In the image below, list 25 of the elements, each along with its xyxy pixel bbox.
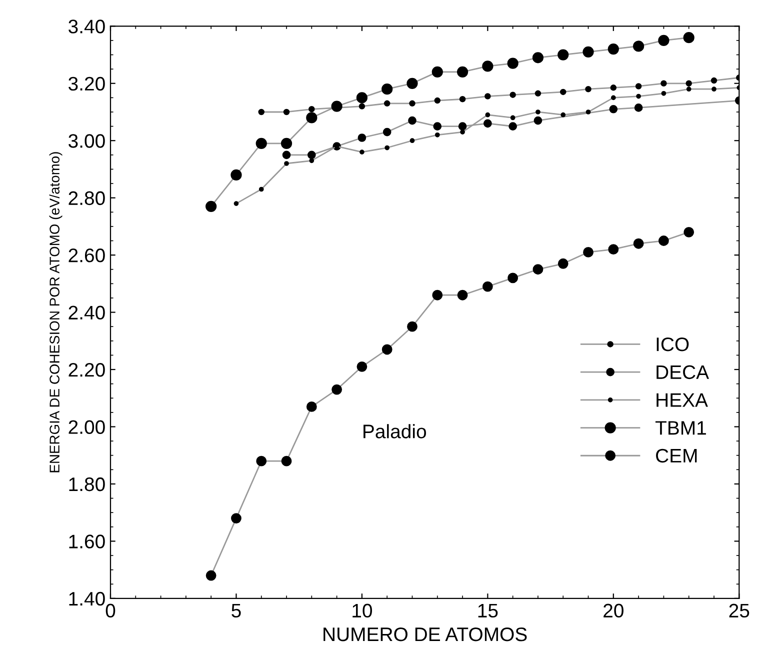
- y-tick-label: 1.40: [69, 592, 105, 606]
- y-axis-title: ENERGIA DE COHESION POR ATOMO (eV/atomo): [49, 152, 62, 472]
- y-tick-label: 3.00: [68, 134, 105, 148]
- y-tick-label: 1.80: [69, 477, 105, 492]
- y-tick-label: 2.00: [68, 420, 105, 434]
- x-tick-label: 15: [478, 604, 498, 618]
- x-tick-label: 0: [106, 604, 116, 618]
- legend-label: DECA: [656, 365, 710, 380]
- y-tick-label: 2.20: [68, 362, 105, 377]
- x-tick-label: 20: [604, 604, 624, 618]
- x-tick-label: 10: [352, 604, 372, 618]
- x-tick-label: 5: [232, 604, 241, 618]
- legend-label: TBM1: [655, 421, 706, 435]
- legend-label: CEM: [656, 448, 697, 463]
- y-tick-label: 2.60: [68, 248, 105, 262]
- y-tick-label: 2.40: [68, 306, 105, 320]
- annotation: Paladio: [364, 424, 426, 438]
- x-tick-label: 25: [729, 604, 750, 618]
- legend-label: HEXA: [656, 393, 708, 407]
- x-axis-title: NUMERO DE ATOMOS: [324, 627, 527, 642]
- y-tick-label: 3.20: [68, 76, 105, 91]
- y-tick-label: 3.40: [68, 20, 105, 34]
- y-tick-label: 1.60: [69, 534, 105, 548]
- legend-label: ICO: [656, 337, 689, 352]
- y-tick-label: 2.80: [68, 191, 105, 206]
